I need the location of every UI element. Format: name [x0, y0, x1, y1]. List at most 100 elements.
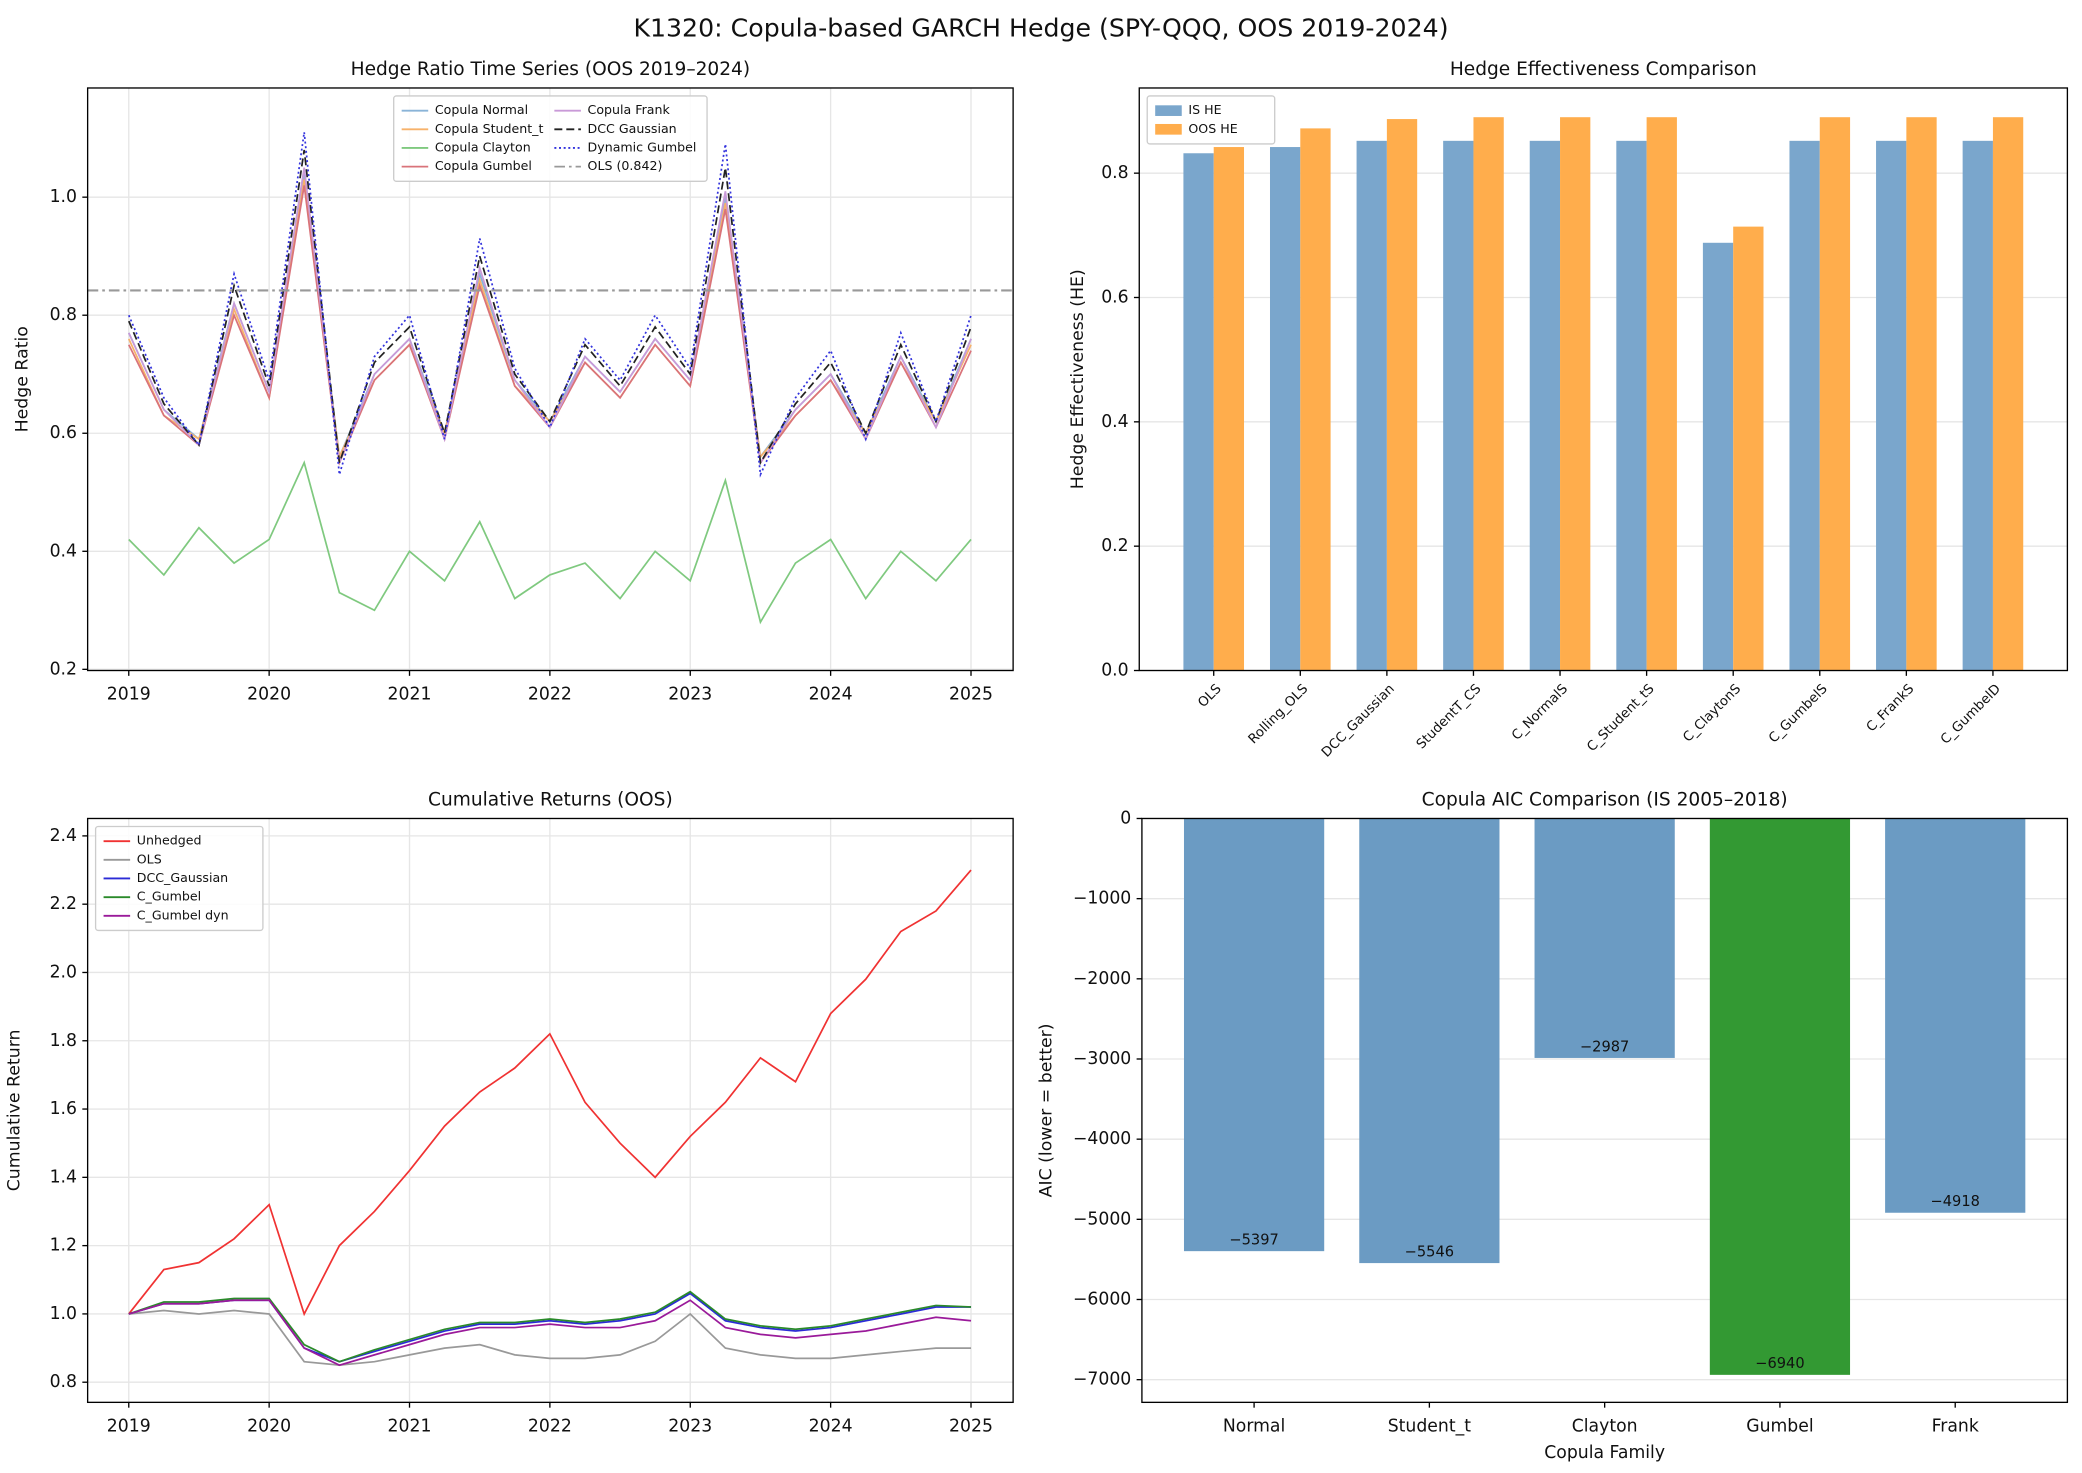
- x-tick-label: C_FrankS: [1864, 682, 1917, 736]
- y-tick-label: 1.4: [50, 1167, 77, 1187]
- chart-title: Cumulative Returns (OOS): [428, 789, 673, 810]
- chart-title: Copula AIC Comparison (IS 2005–2018): [1422, 789, 1788, 810]
- series-line: [128, 132, 972, 478]
- legend-swatch: [1155, 105, 1182, 116]
- bar: [1183, 818, 1325, 1252]
- x-tick-label: Normal: [1223, 1416, 1285, 1436]
- x-tick-label: 2021: [388, 1416, 432, 1436]
- y-tick-label: 0.2: [1101, 536, 1128, 556]
- bar: [1646, 117, 1677, 671]
- y-tick-label: 0.0: [1101, 660, 1128, 680]
- y-tick-label: −2000: [1073, 969, 1131, 989]
- legend-label: DCC_Gaussian: [137, 870, 228, 885]
- legend-label: OLS: [137, 851, 162, 866]
- value-label: −5397: [1229, 1231, 1278, 1248]
- value-label: −4918: [1931, 1193, 1980, 1210]
- x-tick-label: DCC_Gaussian: [1319, 682, 1398, 761]
- legend-swatch: [1155, 123, 1182, 135]
- bar: [1356, 140, 1387, 671]
- bar: [1992, 117, 2024, 671]
- legend-label: Unhedged: [137, 833, 202, 848]
- legend-label: Copula Clayton: [435, 139, 531, 154]
- x-tick-label: 2024: [809, 1416, 853, 1436]
- y-axis-label: Cumulative Return: [5, 1030, 25, 1192]
- y-tick-label: 1.0: [50, 1304, 77, 1324]
- y-tick-label: 0.4: [1101, 412, 1128, 432]
- legend-label: IS HE: [1188, 102, 1221, 117]
- axes-frame: [86, 87, 1014, 672]
- y-axis-label: Hedge Ratio: [13, 326, 33, 432]
- series-line: [128, 1299, 972, 1367]
- x-tick-label: C_NormalS: [1509, 682, 1571, 744]
- x-tick-label: 2020: [247, 684, 291, 704]
- x-tick-label: C_Student_tS: [1584, 682, 1657, 755]
- x-tick-label: 2023: [668, 1416, 712, 1436]
- axes-frame: [1138, 87, 2069, 672]
- y-tick-label: 0.4: [50, 541, 77, 561]
- y-axis-label: Hedge Effectiveness (HE): [1068, 269, 1088, 489]
- bar: [1443, 140, 1474, 671]
- y-tick-label: 0.6: [50, 423, 77, 443]
- x-tick-label: 2019: [107, 1416, 151, 1436]
- y-tick-label: 1.8: [50, 1031, 77, 1051]
- legend-label: OLS (0.842): [588, 158, 663, 173]
- y-tick-label: 2.0: [50, 962, 77, 982]
- x-tick-label: 2021: [388, 684, 432, 704]
- y-tick-label: 0.6: [1101, 287, 1128, 307]
- bar: [1269, 147, 1301, 671]
- x-tick-label: 2020: [247, 1416, 291, 1436]
- y-tick-label: −6000: [1073, 1289, 1131, 1309]
- legend-label: Copula Student_t: [435, 121, 544, 136]
- x-axis-label: Copula Family: [1544, 1443, 1665, 1463]
- bar: [1885, 818, 2026, 1213]
- bar: [1876, 140, 1907, 671]
- y-tick-label: −7000: [1073, 1370, 1131, 1390]
- y-tick-label: −1000: [1073, 889, 1131, 909]
- y-tick-label: −4000: [1073, 1129, 1131, 1149]
- y-tick-label: 0.8: [50, 305, 77, 325]
- y-tick-label: 1.6: [50, 1099, 77, 1119]
- bar: [1183, 153, 1214, 671]
- x-tick-label: StudentT_CS: [1414, 682, 1484, 753]
- bar: [1529, 140, 1561, 671]
- x-tick-label: 2019: [107, 684, 151, 704]
- y-axis-label: AIC (lower = better): [1036, 1023, 1056, 1197]
- bar: [1616, 140, 1647, 671]
- x-tick-label: 2024: [809, 684, 853, 704]
- bar: [1386, 119, 1418, 671]
- x-tick-label: C_GumbelS: [1766, 682, 1830, 747]
- x-tick-label: C_GumbelD: [1938, 682, 2004, 748]
- legend-label: Copula Normal: [435, 102, 528, 117]
- bar: [1560, 117, 1591, 671]
- value-label: −2987: [1580, 1038, 1629, 1055]
- chart-title: Hedge Effectiveness Comparison: [1450, 59, 1757, 80]
- y-tick-label: 2.2: [50, 894, 77, 914]
- legend-box: [94, 825, 264, 932]
- x-tick-label: OLS: [1196, 682, 1225, 711]
- bar: [1213, 147, 1245, 671]
- value-label: −6940: [1755, 1355, 1804, 1372]
- y-tick-label: 1.0: [50, 187, 77, 207]
- x-tick-label: Gumbel: [1746, 1416, 1813, 1436]
- x-tick-label: 2025: [949, 1416, 993, 1436]
- x-tick-label: 2025: [949, 684, 993, 704]
- legend-label: Dynamic Gumbel: [588, 139, 697, 154]
- bar: [1709, 818, 1851, 1375]
- y-tick-label: 0: [1120, 808, 1131, 828]
- chart-title: Hedge Ratio Time Series (OOS 2019–2024): [351, 59, 751, 80]
- y-tick-label: 0.8: [1101, 163, 1128, 183]
- legend-label: C_Gumbel dyn: [137, 907, 229, 922]
- bar: [1359, 818, 1500, 1264]
- legend-label: Copula Frank: [588, 102, 671, 117]
- legend-box: [393, 95, 708, 182]
- series-line: [128, 460, 972, 625]
- value-label: −5546: [1405, 1243, 1454, 1260]
- axes-frame: [1141, 817, 2069, 1404]
- bar: [1819, 117, 1851, 671]
- series-line: [128, 1290, 972, 1363]
- figure-title: K1320: Copula-based GARCH Hedge (SPY-QQQ…: [633, 13, 1448, 42]
- axes-frame: [86, 817, 1014, 1404]
- legend-label: C_Gumbel: [137, 889, 201, 904]
- y-tick-label: 1.2: [50, 1236, 77, 1256]
